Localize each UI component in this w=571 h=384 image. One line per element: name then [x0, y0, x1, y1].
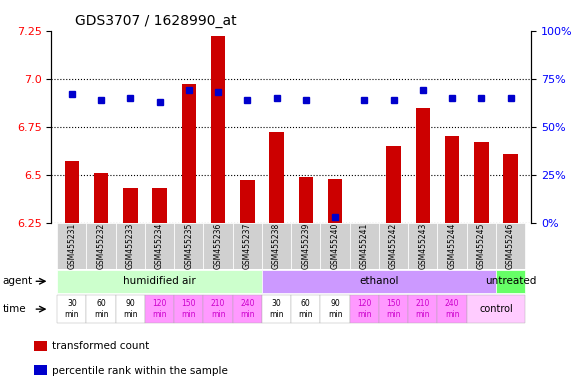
FancyBboxPatch shape	[116, 295, 145, 323]
Bar	[123, 188, 138, 223]
FancyBboxPatch shape	[291, 223, 320, 269]
Text: percentile rank within the sample: percentile rank within the sample	[51, 366, 228, 376]
FancyBboxPatch shape	[408, 295, 437, 323]
Text: GSM455240: GSM455240	[331, 223, 340, 269]
FancyBboxPatch shape	[57, 270, 262, 293]
FancyBboxPatch shape	[86, 223, 116, 269]
Text: 240
min: 240 min	[445, 300, 459, 319]
Text: GSM455235: GSM455235	[184, 223, 194, 269]
Text: GSM455236: GSM455236	[214, 223, 223, 269]
FancyBboxPatch shape	[496, 270, 525, 293]
Text: GSM455232: GSM455232	[96, 223, 106, 269]
Text: ethanol: ethanol	[359, 276, 399, 286]
Text: GSM455245: GSM455245	[477, 223, 486, 269]
Text: GSM455231: GSM455231	[67, 223, 77, 269]
Text: GSM455246: GSM455246	[506, 223, 515, 269]
Bar	[34, 365, 47, 375]
Text: transformed count: transformed count	[51, 341, 149, 351]
Text: 60
min: 60 min	[94, 300, 108, 319]
FancyBboxPatch shape	[145, 223, 174, 269]
FancyBboxPatch shape	[57, 223, 86, 269]
FancyBboxPatch shape	[86, 295, 116, 323]
Bar	[182, 84, 196, 223]
FancyBboxPatch shape	[379, 295, 408, 323]
Bar	[34, 341, 47, 351]
Text: 120
min: 120 min	[357, 300, 372, 319]
FancyBboxPatch shape	[57, 295, 86, 323]
Text: GSM455241: GSM455241	[360, 223, 369, 269]
Text: 150
min: 150 min	[182, 300, 196, 319]
Text: 60
min: 60 min	[299, 300, 313, 319]
FancyBboxPatch shape	[174, 295, 203, 323]
FancyBboxPatch shape	[262, 223, 291, 269]
FancyBboxPatch shape	[437, 295, 467, 323]
Text: GSM455243: GSM455243	[419, 223, 427, 269]
Text: 90
min: 90 min	[328, 300, 343, 319]
FancyBboxPatch shape	[233, 295, 262, 323]
Bar	[211, 36, 226, 223]
Text: 210
min: 210 min	[416, 300, 430, 319]
Text: 240
min: 240 min	[240, 300, 255, 319]
Text: GSM455244: GSM455244	[448, 223, 457, 269]
Text: 90
min: 90 min	[123, 300, 138, 319]
Text: control: control	[479, 304, 513, 314]
FancyBboxPatch shape	[116, 223, 145, 269]
Bar	[503, 154, 518, 223]
Text: 30
min: 30 min	[65, 300, 79, 319]
Bar	[416, 108, 430, 223]
Text: 210
min: 210 min	[211, 300, 226, 319]
FancyBboxPatch shape	[437, 223, 467, 269]
FancyBboxPatch shape	[379, 223, 408, 269]
FancyBboxPatch shape	[408, 223, 437, 269]
Text: GSM455234: GSM455234	[155, 223, 164, 269]
FancyBboxPatch shape	[174, 223, 203, 269]
Bar	[474, 142, 489, 223]
FancyBboxPatch shape	[233, 223, 262, 269]
Text: GSM455237: GSM455237	[243, 223, 252, 269]
Bar	[94, 173, 108, 223]
FancyBboxPatch shape	[291, 295, 320, 323]
Text: agent: agent	[3, 276, 33, 286]
Text: GSM455238: GSM455238	[272, 223, 281, 269]
FancyBboxPatch shape	[203, 295, 233, 323]
FancyBboxPatch shape	[496, 223, 525, 269]
FancyBboxPatch shape	[320, 295, 349, 323]
FancyBboxPatch shape	[320, 223, 349, 269]
Text: humidified air: humidified air	[123, 276, 196, 286]
Text: 120
min: 120 min	[152, 300, 167, 319]
Bar	[270, 132, 284, 223]
Bar	[299, 177, 313, 223]
FancyBboxPatch shape	[349, 295, 379, 323]
FancyBboxPatch shape	[349, 223, 379, 269]
Text: 30
min: 30 min	[270, 300, 284, 319]
FancyBboxPatch shape	[262, 270, 496, 293]
Text: GDS3707 / 1628990_at: GDS3707 / 1628990_at	[75, 14, 237, 28]
Bar	[152, 188, 167, 223]
Text: GSM455233: GSM455233	[126, 223, 135, 269]
Text: 150
min: 150 min	[387, 300, 401, 319]
FancyBboxPatch shape	[467, 295, 525, 323]
Text: GSM455242: GSM455242	[389, 223, 398, 269]
Text: time: time	[3, 304, 26, 314]
Bar	[240, 180, 255, 223]
Bar	[328, 179, 343, 223]
Text: GSM455239: GSM455239	[301, 223, 310, 269]
FancyBboxPatch shape	[145, 295, 174, 323]
Bar	[65, 161, 79, 223]
FancyBboxPatch shape	[467, 223, 496, 269]
FancyBboxPatch shape	[262, 295, 291, 323]
FancyBboxPatch shape	[203, 223, 233, 269]
Text: untreated: untreated	[485, 276, 536, 286]
Bar	[386, 146, 401, 223]
Bar	[445, 136, 460, 223]
